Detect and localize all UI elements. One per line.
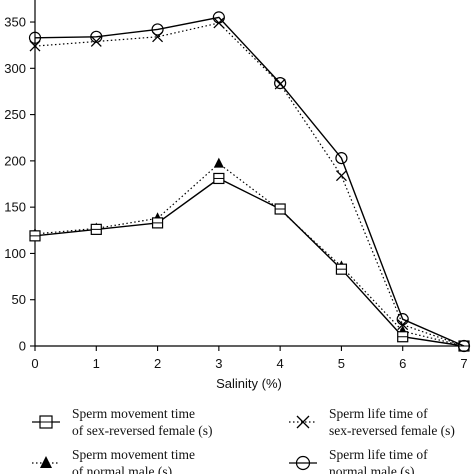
- series-3: [29, 17, 470, 352]
- legend-label-line2: normal male (s): [329, 464, 414, 474]
- y-tick-label: 300: [4, 61, 26, 76]
- legend-label-line1: Sperm movement time: [72, 406, 195, 421]
- y-tick-label: 100: [4, 246, 26, 261]
- series-2: [30, 157, 469, 350]
- series-line: [34, 16, 465, 347]
- point-x: [296, 415, 310, 429]
- legend-label-line1: Sperm life time of: [329, 447, 428, 462]
- point-circle: [90, 30, 103, 43]
- x-axis-title: Salinity (%): [216, 376, 282, 391]
- point-circle: [28, 31, 42, 44]
- axes: 0 50 100 150 200 250 300 350 0 1 2 3 4 5 6 7: [4, 0, 470, 371]
- point-circle: [151, 23, 164, 36]
- x-tick-label: 1: [93, 356, 100, 371]
- series-line: [34, 162, 465, 347]
- y-tick-label: 350: [4, 15, 26, 30]
- legend-label-line1: Sperm life time of: [329, 406, 428, 421]
- point-x: [90, 36, 102, 47]
- x-tick-label: 0: [31, 356, 38, 371]
- legend-item-3: Sperm life time of sex-reversed female (s…: [289, 406, 455, 438]
- x-tick-label: 4: [277, 356, 284, 371]
- point-triangle: [40, 456, 52, 468]
- point-triangle: [213, 157, 224, 168]
- point-circle: [335, 151, 348, 165]
- legend-item-4: Sperm life time of normal male (s): [289, 447, 428, 474]
- series-layer: [28, 11, 471, 353]
- legend-label-line2: sex-reversed female (s): [329, 423, 455, 438]
- y-tick-label: 250: [4, 107, 26, 122]
- y-tick-label: 150: [4, 200, 26, 215]
- series-line: [34, 22, 465, 347]
- point-circle: [274, 77, 287, 90]
- legend-label-line1: Sperm movement time: [72, 447, 195, 462]
- series-line: [34, 177, 465, 347]
- x-tick-label: 3: [215, 356, 222, 371]
- y-tick-label: 50: [12, 292, 26, 307]
- y-tick-label: 0: [19, 339, 26, 354]
- legend-item-2: Sperm movement time of normal male (s): [32, 447, 195, 474]
- series-4: [28, 11, 471, 353]
- x-tick-label: 6: [399, 356, 406, 371]
- point-circle: [457, 339, 471, 353]
- point-circle: [295, 455, 311, 471]
- x-tick-label: 7: [460, 356, 467, 371]
- legend-label-line2: of sex-reversed female (s): [72, 423, 213, 438]
- point-circle: [396, 313, 409, 326]
- legend-label-line2: of normal male (s): [72, 464, 172, 474]
- point-x: [335, 170, 347, 182]
- legend: Sperm movement time of sex-reversed femal…: [32, 406, 455, 474]
- y-tick-label: 200: [4, 153, 26, 168]
- point-circle: [212, 11, 225, 24]
- x-tick-label: 2: [154, 356, 161, 371]
- legend-item-1: Sperm movement time of sex-reversed femal…: [32, 406, 213, 438]
- x-tick-label: 5: [338, 356, 345, 371]
